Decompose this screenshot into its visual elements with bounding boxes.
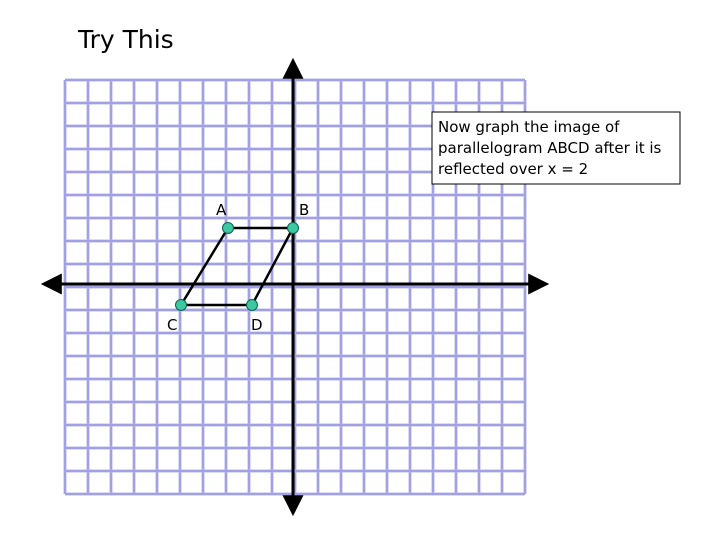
title: Try This [77,25,174,54]
note-line: Now graph the image of [438,118,620,136]
point-label: A [216,201,227,219]
point-label: D [251,316,263,334]
point-label: B [299,201,309,219]
point-c [175,299,187,311]
point-d [246,299,258,311]
note-box [431,111,681,185]
note-line: parallelogram ABCD after it is [438,139,662,157]
point-a [222,222,234,234]
point-b [287,222,299,234]
point-label: C [167,316,177,334]
note-line: reflected over x = 2 [438,160,588,178]
